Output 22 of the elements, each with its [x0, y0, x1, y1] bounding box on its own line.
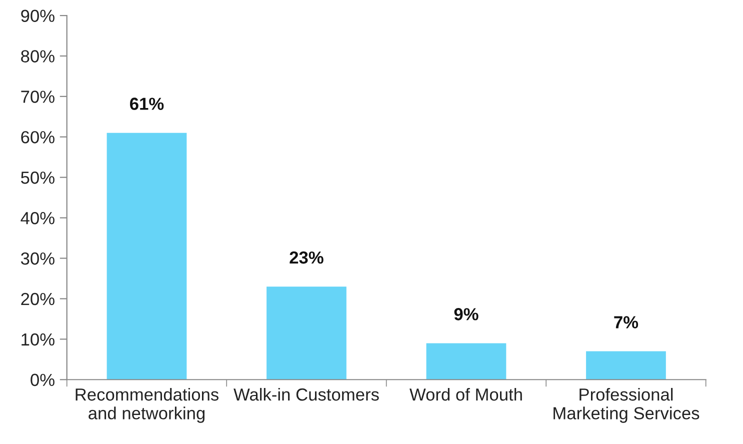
y-tick-label: 10%	[22, 333, 54, 346]
bar	[106, 132, 187, 380]
x-tick-label: Walk-in Customers	[234, 388, 379, 401]
y-tick-label: 60%	[21, 131, 54, 144]
y-tick-label: 50%	[21, 172, 54, 184]
y-tick-label: 90%	[21, 10, 54, 22]
x-tick-label: Word of Mouth	[410, 388, 522, 401]
y-tick-label: 40%	[20, 212, 54, 224]
x-tick-label: Recommendations and networking	[76, 388, 218, 423]
y-tick-label: 30%	[20, 252, 54, 265]
bar	[266, 286, 346, 380]
data-label: 7%	[614, 316, 638, 328]
bar	[426, 343, 506, 380]
y-tick-label: 70%	[21, 90, 54, 103]
bar	[586, 351, 666, 380]
y-tick-label: 80%	[21, 50, 54, 62]
data-label: 23%	[290, 251, 324, 264]
data-label: 9%	[454, 308, 478, 320]
data-label: 61%	[130, 98, 164, 110]
y-tick-label: 20%	[21, 292, 54, 306]
x-tick-label: Professional Marketing Services	[554, 388, 700, 423]
y-tick-label: 0%	[30, 374, 54, 386]
